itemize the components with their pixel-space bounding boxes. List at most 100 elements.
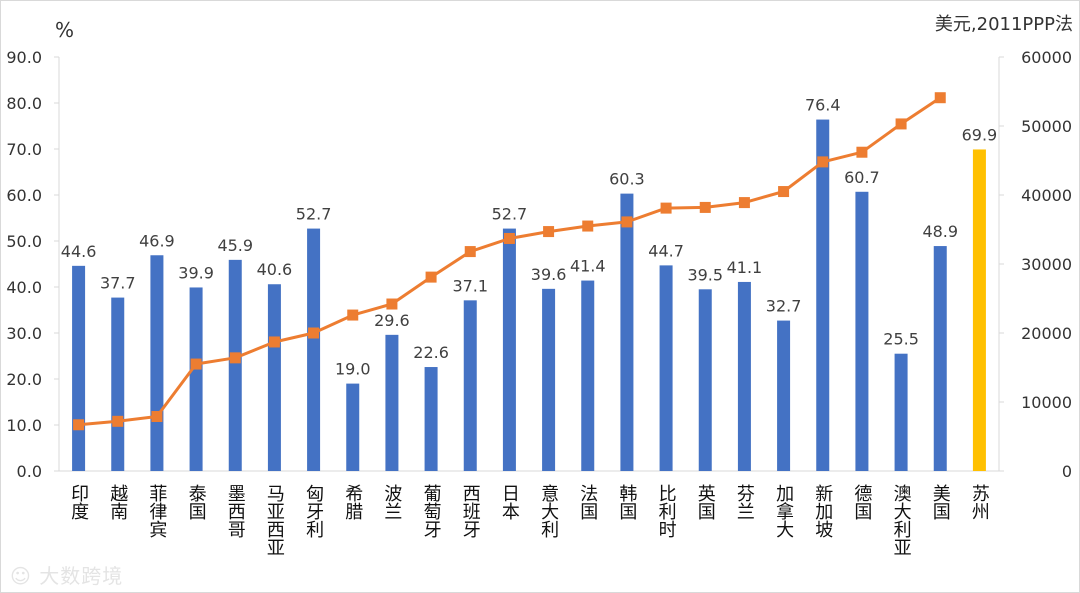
bar-data-label: 19.0 (335, 360, 371, 379)
right-tick-label: 20000 (1021, 324, 1072, 343)
category-label: 匈牙利 (303, 484, 324, 538)
category-label: 墨西哥 (225, 484, 246, 538)
bar-data-label: 37.7 (100, 274, 136, 293)
watermark-text: 大数跨境 (39, 564, 124, 588)
bar-data-label: 44.6 (61, 242, 97, 261)
category-label: 泰国 (186, 484, 207, 520)
right-tick-label: 0 (1062, 462, 1072, 481)
bar-data-label: 37.1 (452, 276, 488, 295)
left-tick-label: 20.0 (6, 370, 42, 389)
line-point-marker (895, 118, 907, 130)
category-label: 马亚西亚 (264, 484, 285, 556)
line-point-marker (543, 226, 555, 238)
bar-data-label: 52.7 (492, 205, 528, 224)
bar (855, 191, 869, 471)
bar (777, 320, 791, 471)
line-point-marker (425, 271, 437, 283)
bar-data-label: 60.7 (844, 168, 880, 187)
line-point-marker (190, 358, 202, 370)
watermark-icon: ☺ (10, 564, 40, 588)
bar-data-label: 76.4 (805, 96, 841, 115)
category-label: 韩国 (616, 484, 637, 520)
bar (228, 259, 242, 471)
bar-data-label: 40.6 (257, 260, 293, 279)
bar (150, 255, 164, 471)
bar (816, 119, 830, 471)
left-tick-label: 60.0 (6, 186, 42, 205)
bar-data-label: 22.6 (413, 343, 449, 362)
line-point-marker (73, 419, 85, 431)
bar-data-label: 44.7 (648, 241, 684, 260)
watermark: ☺ 大数跨境 (10, 560, 123, 589)
bar (894, 353, 908, 471)
left-axis-title: % (55, 18, 74, 42)
line-point-marker (856, 146, 868, 158)
category-label: 芬兰 (734, 484, 755, 520)
bar (189, 287, 203, 471)
bar (385, 334, 399, 471)
bar-data-label: 52.7 (296, 205, 332, 224)
line-point-marker (503, 232, 515, 244)
category-label: 菲律宾 (146, 484, 167, 538)
line-point-marker (151, 410, 163, 422)
bar-data-label: 48.9 (922, 222, 958, 241)
left-tick-label: 50.0 (6, 232, 42, 251)
category-label: 印度 (68, 484, 89, 520)
category-label: 美国 (930, 484, 951, 520)
line-point-marker (308, 327, 320, 339)
line-point-marker (112, 415, 124, 427)
left-tick-label: 70.0 (6, 140, 42, 159)
bar (502, 228, 516, 471)
bar-data-label: 29.6 (374, 311, 410, 330)
right-tick-label: 60000 (1021, 48, 1072, 67)
left-tick-label: 10.0 (6, 416, 42, 435)
category-label: 加拿大 (773, 484, 794, 538)
category-label: 新加坡 (812, 484, 833, 538)
category-label: 澳大利亚 (891, 484, 912, 556)
bar (463, 300, 477, 471)
right-axis-title: 美元,2011PPP法 (935, 14, 1073, 35)
line-point-marker (621, 216, 633, 228)
category-label: 日本 (499, 484, 520, 520)
right-tick-label: 10000 (1021, 393, 1072, 412)
bar-data-label: 25.5 (883, 330, 919, 349)
bar-data-label: 46.9 (139, 231, 175, 250)
line-point-marker (229, 352, 241, 364)
category-label: 苏州 (969, 484, 990, 520)
line-point-marker (464, 246, 476, 258)
bar-data-label: 32.7 (766, 297, 802, 316)
line-point-marker (347, 309, 359, 321)
category-label: 西班牙 (460, 484, 481, 539)
line-point-marker (778, 186, 790, 198)
line-point-marker (934, 92, 946, 104)
line-point-marker (660, 202, 672, 214)
category-label: 英国 (695, 484, 716, 520)
bar-data-label: 41.1 (727, 258, 763, 277)
bar (698, 289, 712, 471)
category-label: 意大利 (538, 484, 559, 538)
line-point-marker (268, 336, 280, 348)
line-point-marker (582, 220, 594, 232)
right-tick-label: 50000 (1021, 117, 1072, 136)
category-label: 越南 (107, 484, 128, 520)
category-label: 德国 (851, 484, 872, 520)
bar-data-label: 39.9 (178, 263, 214, 282)
bar (111, 297, 125, 471)
bar (659, 265, 673, 471)
bar (933, 246, 947, 471)
left-tick-label: 80.0 (6, 94, 42, 113)
bar-data-label: 39.5 (687, 265, 723, 284)
right-tick-label: 40000 (1021, 186, 1072, 205)
bar (72, 265, 86, 471)
line-point-marker (738, 197, 750, 209)
category-label: 比利时 (656, 484, 677, 538)
left-tick-label: 40.0 (6, 278, 42, 297)
line-point-marker (817, 156, 829, 168)
bar (267, 284, 281, 471)
category-label: 希腊 (342, 484, 363, 520)
category-label: 波兰 (381, 484, 402, 520)
bar (424, 367, 438, 471)
